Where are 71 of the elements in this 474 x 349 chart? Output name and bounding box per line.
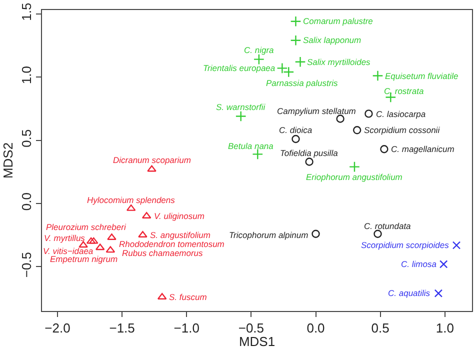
- data-label: Hylocomium splendens: [87, 195, 176, 205]
- data-label: Eriophorum angustifolium: [306, 172, 402, 182]
- data-label: C. dioica: [279, 125, 312, 135]
- data-label: Betula nana: [228, 141, 274, 151]
- point: [106, 246, 116, 253]
- data-label: V. uliginosum: [154, 211, 204, 221]
- point: [352, 126, 362, 134]
- data-label: Tricophorum alpinum: [229, 230, 308, 240]
- point: [235, 110, 246, 122]
- point: [312, 230, 320, 238]
- y-tick-label: 0.5: [18, 129, 34, 148]
- point: [374, 230, 382, 238]
- point: [86, 237, 96, 244]
- point: [157, 292, 167, 300]
- data-label: V. vitis−idaea: [43, 246, 94, 256]
- point: [147, 165, 156, 172]
- data-label: Salix myrtilloides: [307, 57, 372, 67]
- point: [439, 260, 448, 268]
- data-label: Comarum palustre: [303, 16, 374, 26]
- data-label: Scorpidium cossonii: [364, 125, 441, 135]
- point: [305, 158, 314, 166]
- data-label: Tofieldia pusilla: [280, 148, 338, 158]
- point: [380, 145, 388, 154]
- data-label: C. rostrata: [384, 86, 424, 96]
- y-axis-title: MDS2: [0, 142, 16, 179]
- point: [452, 241, 461, 250]
- point: [252, 148, 264, 160]
- data-label: C. nigra: [244, 45, 274, 55]
- data-label: C. rotundata: [364, 221, 412, 231]
- data-label: Rubus chamaemorus: [122, 248, 204, 258]
- data-label: C. magellanicum: [391, 144, 454, 154]
- data-label: C. limosa: [401, 259, 437, 269]
- y-tick-label: 0.0: [18, 192, 34, 211]
- data-label: Campylium stellatum: [277, 106, 356, 116]
- x-tick-label: 0.5: [371, 320, 390, 336]
- point: [434, 289, 443, 298]
- data-label: C. lasiocarpa: [376, 109, 426, 119]
- point: [348, 161, 360, 172]
- data-label: S. fuscum: [169, 292, 207, 302]
- data-label: Dicranum scoparium: [113, 155, 191, 165]
- x-tick-label: −0.5: [238, 320, 264, 336]
- data-label: Empetrum nigrum: [50, 254, 118, 264]
- data-label: Equisetum fluviatile: [385, 71, 458, 81]
- data-label: Trientalis europaea: [203, 63, 276, 73]
- x-tick-label: −1.0: [174, 320, 200, 336]
- data-label: V. myrtillus: [44, 233, 86, 243]
- point: [372, 70, 384, 82]
- data-label: S. angustifolium: [150, 230, 210, 240]
- x-tick-label: 1.0: [436, 320, 454, 336]
- point: [294, 56, 306, 68]
- point: [95, 244, 105, 250]
- data-label: Pleurozium schreberi: [46, 222, 127, 232]
- y-tick-label: −0.5: [18, 252, 34, 278]
- data-label: Parnassia palustris: [266, 78, 339, 88]
- y-tick-label: 1.5: [18, 2, 34, 21]
- y-tick-label: 1.0: [18, 66, 34, 84]
- x-axis-title: MDS1: [238, 334, 276, 349]
- point: [290, 34, 302, 46]
- data-label: Salix lapponum: [303, 35, 362, 45]
- data-label: C. aquatilis: [388, 288, 431, 298]
- point: [336, 114, 344, 123]
- point: [364, 110, 373, 118]
- data-label: Scorpidium scorpioides: [361, 240, 450, 250]
- point: [290, 16, 302, 27]
- x-tick-label: 0.0: [306, 320, 325, 336]
- data-label: Rhododendron tomentosum: [119, 239, 224, 249]
- x-tick-label: −1.5: [109, 320, 135, 336]
- point: [89, 237, 98, 244]
- data-label: S. warnstorfii: [216, 102, 266, 112]
- point: [292, 134, 300, 144]
- x-tick-label: −2.0: [44, 320, 70, 336]
